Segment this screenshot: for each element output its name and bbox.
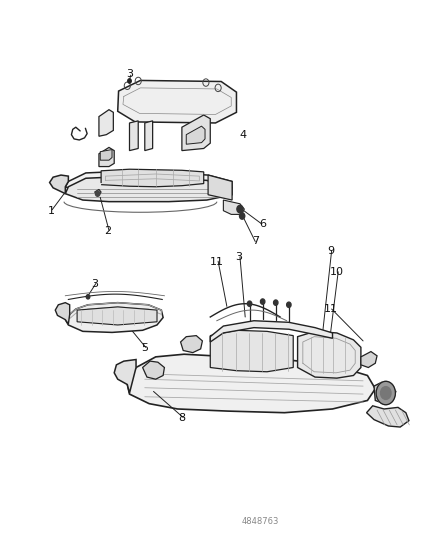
Circle shape <box>274 300 278 305</box>
Polygon shape <box>143 361 164 379</box>
Text: 11: 11 <box>323 304 337 314</box>
Text: 2: 2 <box>104 226 111 236</box>
Circle shape <box>128 79 131 83</box>
Polygon shape <box>77 307 157 325</box>
Text: 3: 3 <box>91 279 98 288</box>
Polygon shape <box>130 121 138 151</box>
Polygon shape <box>101 169 204 187</box>
Polygon shape <box>182 115 210 151</box>
Polygon shape <box>361 352 377 368</box>
Text: 9: 9 <box>327 246 334 255</box>
Text: 5: 5 <box>141 343 148 353</box>
Polygon shape <box>297 332 361 378</box>
Polygon shape <box>186 126 205 144</box>
Text: 1: 1 <box>47 206 54 216</box>
Polygon shape <box>210 321 332 342</box>
Polygon shape <box>118 80 237 123</box>
Text: 4: 4 <box>240 130 247 140</box>
Text: 10: 10 <box>330 267 344 277</box>
Polygon shape <box>65 172 232 195</box>
Polygon shape <box>99 148 114 166</box>
Polygon shape <box>180 336 202 353</box>
Polygon shape <box>208 175 232 200</box>
Circle shape <box>261 299 265 304</box>
Polygon shape <box>367 406 409 427</box>
Circle shape <box>247 301 252 306</box>
Polygon shape <box>145 121 152 151</box>
Polygon shape <box>65 303 163 333</box>
Polygon shape <box>210 330 293 372</box>
Circle shape <box>381 386 391 399</box>
Polygon shape <box>127 354 375 413</box>
Circle shape <box>237 205 243 213</box>
Polygon shape <box>374 382 396 403</box>
Text: 11: 11 <box>210 257 224 267</box>
Polygon shape <box>49 175 68 193</box>
Polygon shape <box>95 189 101 195</box>
Polygon shape <box>65 177 232 201</box>
Circle shape <box>86 295 90 299</box>
Text: 3: 3 <box>126 69 133 79</box>
Polygon shape <box>100 150 112 160</box>
Text: 8: 8 <box>178 413 185 423</box>
Circle shape <box>287 302 291 308</box>
Polygon shape <box>223 200 244 214</box>
Polygon shape <box>55 303 70 324</box>
Polygon shape <box>114 360 136 393</box>
Text: 3: 3 <box>235 252 242 262</box>
Text: 7: 7 <box>253 236 260 246</box>
Circle shape <box>240 213 245 219</box>
Text: 4848763: 4848763 <box>242 517 279 526</box>
Text: 6: 6 <box>259 219 266 229</box>
Polygon shape <box>99 110 113 136</box>
Circle shape <box>95 191 100 196</box>
Circle shape <box>376 381 396 405</box>
